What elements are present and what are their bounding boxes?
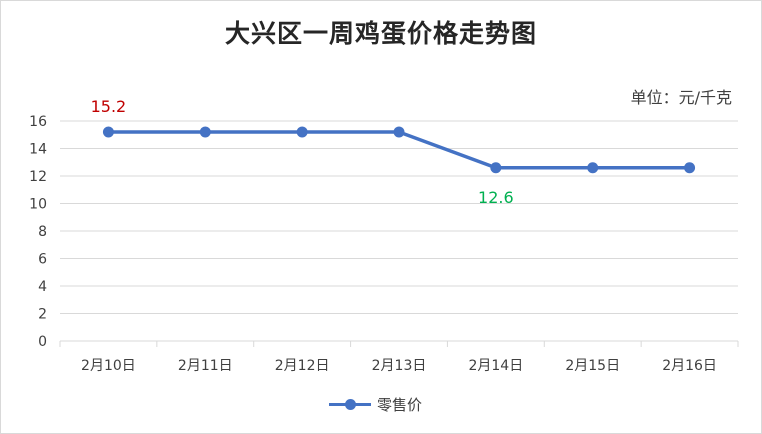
y-tick-label: 4: [38, 279, 47, 295]
x-tick-label: 2月16日: [662, 358, 717, 374]
data-label: 15.2: [91, 97, 127, 116]
x-tick-label: 2月12日: [275, 358, 330, 374]
legend: 零售价: [327, 392, 422, 416]
data-point: [587, 162, 599, 174]
y-tick-label: 12: [29, 169, 47, 185]
x-tick-label: 2月10日: [81, 358, 136, 374]
x-tick-label: 2月14日: [468, 358, 523, 374]
y-tick-label: 14: [29, 142, 47, 158]
data-point: [393, 126, 405, 138]
unit-label: 单位：元/千克: [630, 88, 732, 107]
x-tick-label: 2月15日: [565, 358, 620, 374]
y-tick-label: 16: [29, 114, 47, 130]
y-tick-label: 0: [38, 334, 47, 350]
data-point: [102, 126, 114, 138]
y-tick-label: 8: [38, 224, 47, 240]
data-point: [199, 126, 211, 138]
chart-title: 大兴区一周鸡蛋价格走势图: [224, 19, 537, 48]
x-tick-label: 2月13日: [372, 358, 427, 374]
data-label: 12.6: [478, 188, 514, 207]
data-point: [684, 162, 696, 174]
y-tick-label: 6: [38, 252, 47, 268]
y-tick-label: 10: [29, 197, 47, 213]
legend-marker: [327, 392, 373, 416]
y-tick-label: 2: [38, 307, 47, 323]
data-point: [490, 162, 502, 174]
x-tick-label: 2月11日: [178, 358, 233, 374]
data-point: [296, 126, 308, 138]
legend-label: 零售价: [377, 395, 423, 414]
